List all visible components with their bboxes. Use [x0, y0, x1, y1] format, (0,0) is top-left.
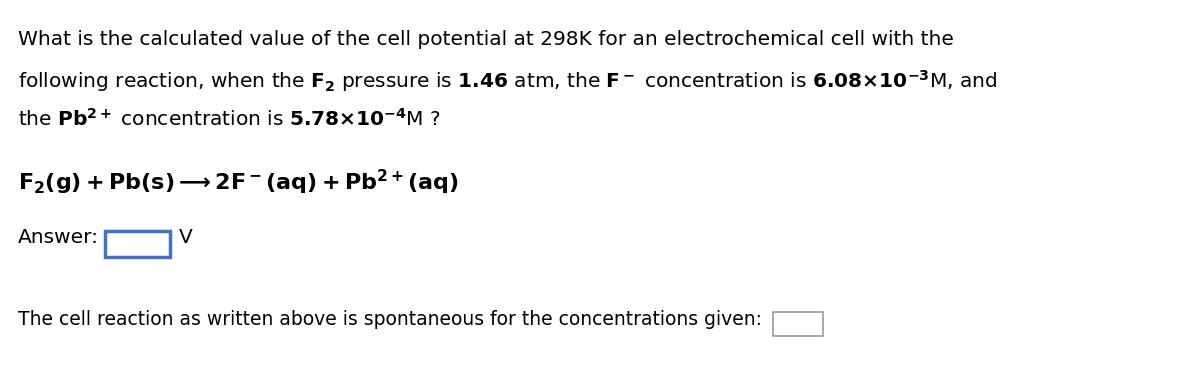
Text: following reaction, when the $\mathbf{F_2}$ pressure is $\mathbf{1.46}$ atm, the: following reaction, when the $\mathbf{F_…: [18, 68, 997, 94]
Text: v: v: [810, 314, 817, 327]
Text: $\mathbf{F_2(g) + Pb(s){\longrightarrow}2F^-(aq) + Pb^{2+}(aq)}$: $\mathbf{F_2(g) + Pb(s){\longrightarrow}…: [18, 168, 458, 197]
Text: V: V: [179, 228, 192, 247]
Text: Answer:: Answer:: [18, 228, 98, 247]
FancyBboxPatch shape: [773, 312, 823, 336]
Text: What is the calculated value of the cell potential at 298K for an electrochemica: What is the calculated value of the cell…: [18, 30, 954, 49]
Text: The cell reaction as written above is spontaneous for the concentrations given:: The cell reaction as written above is sp…: [18, 310, 762, 329]
FancyBboxPatch shape: [106, 231, 170, 257]
Text: the $\mathbf{Pb^{2+}}$ concentration is $\mathbf{5.78{\times}10^{-4}}$M ?: the $\mathbf{Pb^{2+}}$ concentration is …: [18, 108, 440, 130]
